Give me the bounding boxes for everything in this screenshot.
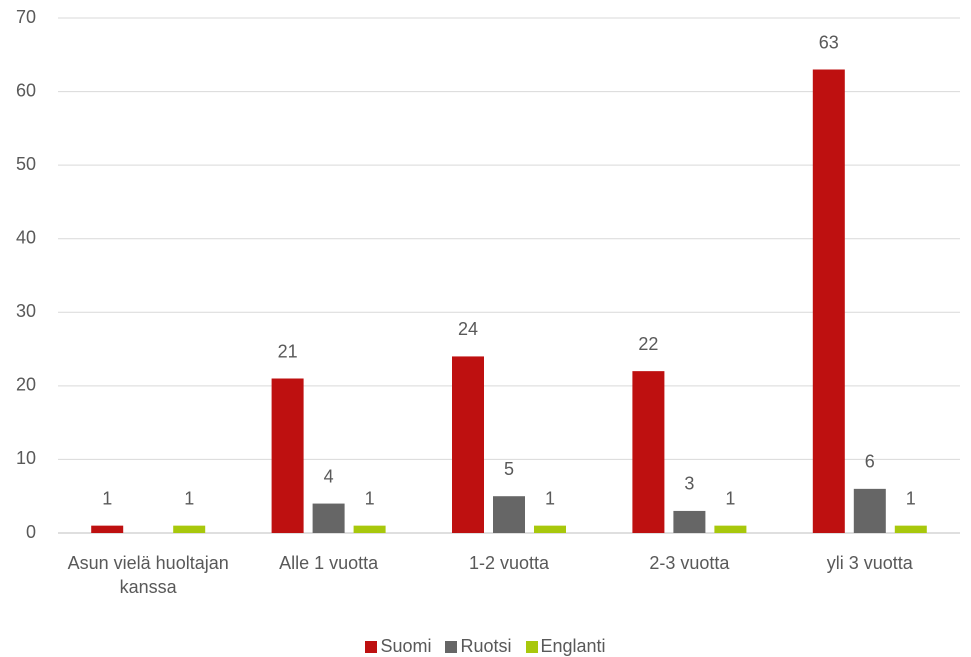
data-label: 22 xyxy=(638,334,658,354)
data-label: 63 xyxy=(819,32,839,52)
bar xyxy=(714,525,747,533)
y-tick-label: 60 xyxy=(16,80,36,100)
bar xyxy=(271,378,304,533)
bar xyxy=(91,525,124,533)
x-tick-label: 1-2 vuotta xyxy=(468,553,550,573)
y-tick-label: 10 xyxy=(16,448,36,468)
bar xyxy=(353,525,386,533)
y-tick-label: 30 xyxy=(16,301,36,321)
bar xyxy=(173,525,206,533)
bar xyxy=(493,496,525,533)
x-tick-label: Asun vielä huoltajan kanssa xyxy=(67,553,229,597)
data-label: 5 xyxy=(504,459,514,479)
y-tick-label: 50 xyxy=(16,154,36,174)
data-label: 21 xyxy=(278,341,298,361)
legend-swatch xyxy=(365,640,378,653)
y-tick-label: 70 xyxy=(16,7,36,27)
bar xyxy=(894,525,927,533)
y-tick-label: 0 xyxy=(26,522,36,542)
data-label: 1 xyxy=(365,488,375,508)
data-label: 4 xyxy=(324,466,334,486)
legend-swatch xyxy=(445,640,458,653)
legend-label: Ruotsi xyxy=(460,636,512,656)
x-tick-label: Alle 1 vuotta xyxy=(279,553,379,573)
data-label: 24 xyxy=(458,319,478,339)
data-label: 3 xyxy=(684,474,694,494)
bar xyxy=(452,356,484,533)
data-label: 1 xyxy=(725,488,735,508)
x-tick-label: 2-3 vuotta xyxy=(649,553,730,573)
data-label: 1 xyxy=(545,488,555,508)
legend-label: Englanti xyxy=(540,636,606,656)
data-label: 1 xyxy=(184,488,194,508)
legend-item: Suomi xyxy=(365,636,431,657)
bar xyxy=(853,488,886,533)
bar xyxy=(812,69,845,533)
legend-swatch xyxy=(525,640,538,653)
bar xyxy=(632,371,665,533)
legend: Suomi Ruotsi Englanti xyxy=(0,636,971,657)
legend-item: Ruotsi xyxy=(445,636,512,657)
x-tick-label: yli 3 vuotta xyxy=(826,553,913,573)
data-label: 1 xyxy=(906,488,916,508)
y-tick-label: 40 xyxy=(16,227,36,247)
bar xyxy=(534,525,566,533)
legend-item: Englanti xyxy=(525,636,606,657)
bar xyxy=(312,503,345,533)
y-tick-label: 20 xyxy=(16,375,36,395)
data-label: 6 xyxy=(865,452,875,472)
bar xyxy=(673,510,706,533)
data-label: 1 xyxy=(102,488,112,508)
legend-label: Suomi xyxy=(380,636,432,656)
